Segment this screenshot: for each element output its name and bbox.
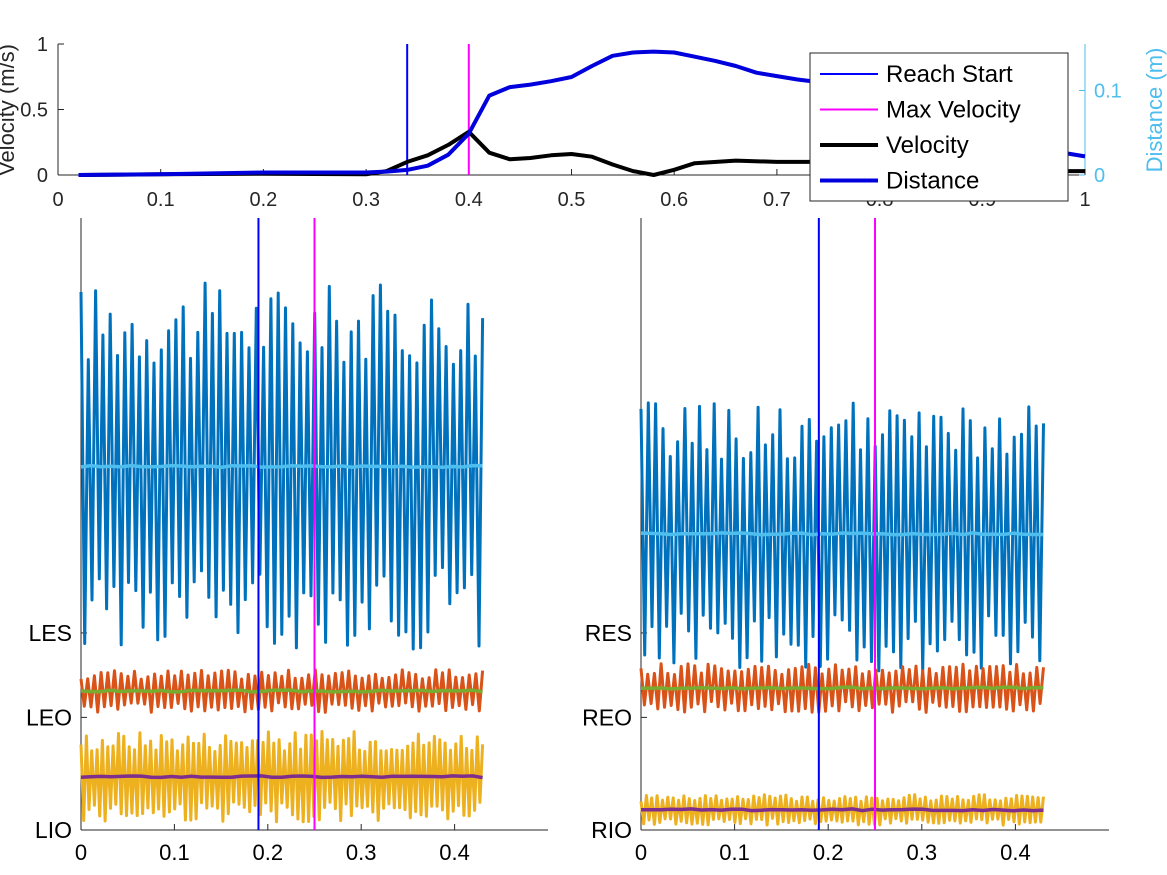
legend-label: Reach Start (886, 61, 1013, 88)
x-tick-label: 0.3 (346, 840, 377, 865)
x-tick-label: 0.4 (455, 189, 483, 211)
series-velocity (78, 129, 1085, 177)
y2-tick-label: 0.1 (1094, 80, 1122, 102)
legend-box (809, 52, 1069, 202)
legend-label: Max Velocity (886, 97, 1021, 124)
right-emg-panel: 0 0.1 0.2 0.3 0.4 RES REO RIO (582, 218, 1109, 865)
velocity-distance-plot: Velocity (m/s) Distance (m) 0 0.1 0.2 0.3 0.… (0, 34, 1167, 211)
signal-lio-raw (79, 730, 485, 824)
left-emg-panel: 0 0.1 0.2 0.3 0.4 LES LEO LIO (26, 218, 548, 865)
x-tick-label: 0.2 (813, 840, 844, 865)
x-tick-label: 0 (52, 189, 63, 211)
x-tick-label: 0.4 (1000, 840, 1031, 865)
legend: Reach Start Max Velocity Velocity Distance (809, 52, 1069, 202)
distance-axis-label: Distance (m) (1142, 48, 1167, 173)
x-tick-label: 0.7 (763, 189, 791, 211)
y2-tick-label: 0 (1094, 165, 1105, 187)
y-tick-label: LES (29, 620, 72, 646)
x-tick-label: 1 (1079, 189, 1090, 211)
signal-reo-raw (639, 662, 1045, 714)
envelope-rio-envelope (641, 807, 1044, 813)
y-tick-label: LIO (35, 817, 72, 843)
legend-label: Velocity (886, 132, 969, 159)
signal-rio-raw (639, 793, 1045, 827)
envelope-les-envelope (80, 463, 483, 470)
x-tick-label: 0.1 (719, 840, 750, 865)
x-tick-label: 0.2 (249, 189, 277, 211)
y-tick-label: LEO (26, 704, 72, 730)
x-tick-label: 0.3 (352, 189, 380, 211)
y-tick-label: REO (582, 704, 632, 730)
x-tick-label: 0 (75, 840, 87, 865)
y-tick-label: 0.5 (20, 100, 48, 122)
x-tick-label: 0.2 (253, 840, 284, 865)
signal-leo-raw (79, 668, 485, 714)
envelope-reo-envelope (641, 685, 1044, 691)
x-tick-label: 0.1 (159, 840, 190, 865)
velocity-axis-label: Velocity (m/s) (0, 44, 19, 176)
x-tick-label: 0 (635, 840, 647, 865)
signal-les-raw (79, 281, 485, 651)
y-tick-label: 1 (37, 34, 48, 56)
legend-label: Distance (886, 168, 979, 195)
y-tick-label: 0 (37, 165, 48, 187)
envelope-res-envelope (640, 531, 1044, 537)
signal-res-raw (639, 401, 1045, 673)
x-tick-label: 0.6 (660, 189, 688, 211)
envelope-leo-envelope (80, 688, 483, 694)
envelope-lio-envelope (80, 774, 483, 780)
x-tick-label: 0.4 (439, 840, 470, 865)
x-tick-label: 0.1 (147, 189, 175, 211)
x-tick-label: 0.5 (558, 189, 586, 211)
y-tick-label: RES (585, 620, 632, 646)
x-tick-label: 0.3 (907, 840, 938, 865)
y-tick-label: RIO (591, 817, 632, 843)
